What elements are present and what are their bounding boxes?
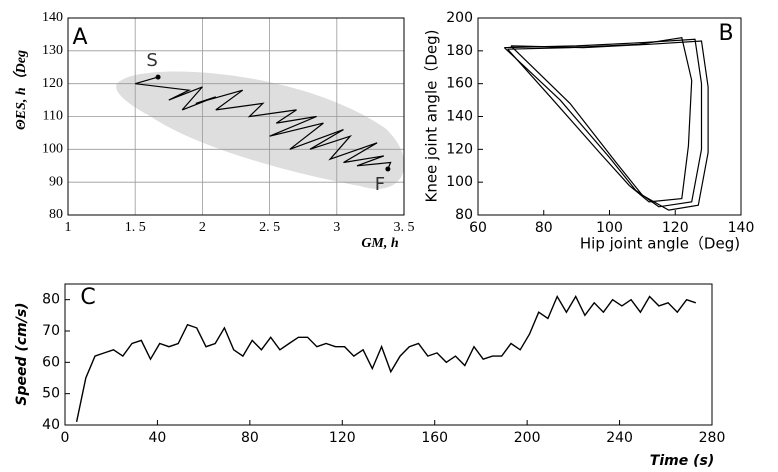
y-tick-label: 90 xyxy=(49,174,63,189)
y-tick-label: 140 xyxy=(446,109,473,125)
data-line xyxy=(507,37,693,203)
plot-frame xyxy=(64,283,713,426)
x-tick-label: 60 xyxy=(469,220,487,236)
y-axis-label: Speed (cm/s) xyxy=(14,302,30,405)
y-tick-label: 50 xyxy=(42,386,60,402)
x-tick-label: 140 xyxy=(728,220,755,236)
data-line xyxy=(135,76,392,170)
panel-label: A xyxy=(72,25,87,50)
x-tick-label: 80 xyxy=(241,430,259,446)
y-tick-label: 120 xyxy=(446,141,473,157)
x-axis-label: Time (s) xyxy=(650,453,714,469)
endpoint xyxy=(155,74,161,80)
y-tick-label: 140 xyxy=(42,10,63,25)
y-tick-label: 70 xyxy=(42,323,60,339)
x-tick-label: 3. 5 xyxy=(394,220,415,235)
x-tick-label: 120 xyxy=(329,430,356,446)
data-line xyxy=(503,38,703,208)
y-tick-label: 60 xyxy=(42,354,60,370)
plot-frame xyxy=(477,17,742,216)
shaded-region xyxy=(116,71,405,189)
y-tick-label: 110 xyxy=(43,109,63,124)
y-tick-label: 100 xyxy=(446,174,473,190)
plot-frame xyxy=(67,17,405,216)
y-tick-label: 180 xyxy=(446,43,473,59)
panel-label: C xyxy=(80,285,95,310)
y-tick-label: 40 xyxy=(42,417,60,433)
annotation: S xyxy=(146,50,157,71)
x-tick-label: 2 xyxy=(199,220,206,235)
x-tick-label: 160 xyxy=(421,430,448,446)
x-tick-label: 280 xyxy=(699,430,726,446)
endpoint xyxy=(385,166,391,172)
y-tick-label: 80 xyxy=(49,207,63,222)
y-tick-label: 130 xyxy=(42,43,63,58)
x-tick-label: 1 xyxy=(65,220,72,235)
y-tick-label: 200 xyxy=(446,10,473,26)
y-tick-label: 160 xyxy=(446,76,473,92)
data-line xyxy=(75,294,697,423)
y-axis-label: ΘES, h（Deg xyxy=(12,50,29,130)
x-tick-label: 40 xyxy=(149,430,167,446)
x-tick-label: 3 xyxy=(333,220,340,235)
x-tick-label: 200 xyxy=(514,430,541,446)
x-axis-label: Hip joint angle（Deg) xyxy=(580,235,740,253)
x-tick-label: 80 xyxy=(535,220,553,236)
y-tick-label: 80 xyxy=(42,292,60,308)
x-tick-label: 240 xyxy=(606,430,633,446)
y-axis-label: Knee joint angle（Deg) xyxy=(423,29,441,202)
data-line xyxy=(510,40,709,211)
panel-label: B xyxy=(718,21,733,46)
x-tick-label: 2. 5 xyxy=(259,220,280,235)
y-tick-label: 120 xyxy=(42,76,63,91)
x-tick-label: 0 xyxy=(61,430,70,446)
y-tick-label: 100 xyxy=(42,142,63,157)
x-axis-label: GM, h xyxy=(361,236,399,251)
annotation: F xyxy=(375,174,385,195)
x-tick-label: 1. 5 xyxy=(125,220,146,235)
x-tick-label: 120 xyxy=(662,220,689,236)
x-tick-label: 100 xyxy=(596,220,623,236)
y-tick-label: 80 xyxy=(455,207,473,223)
